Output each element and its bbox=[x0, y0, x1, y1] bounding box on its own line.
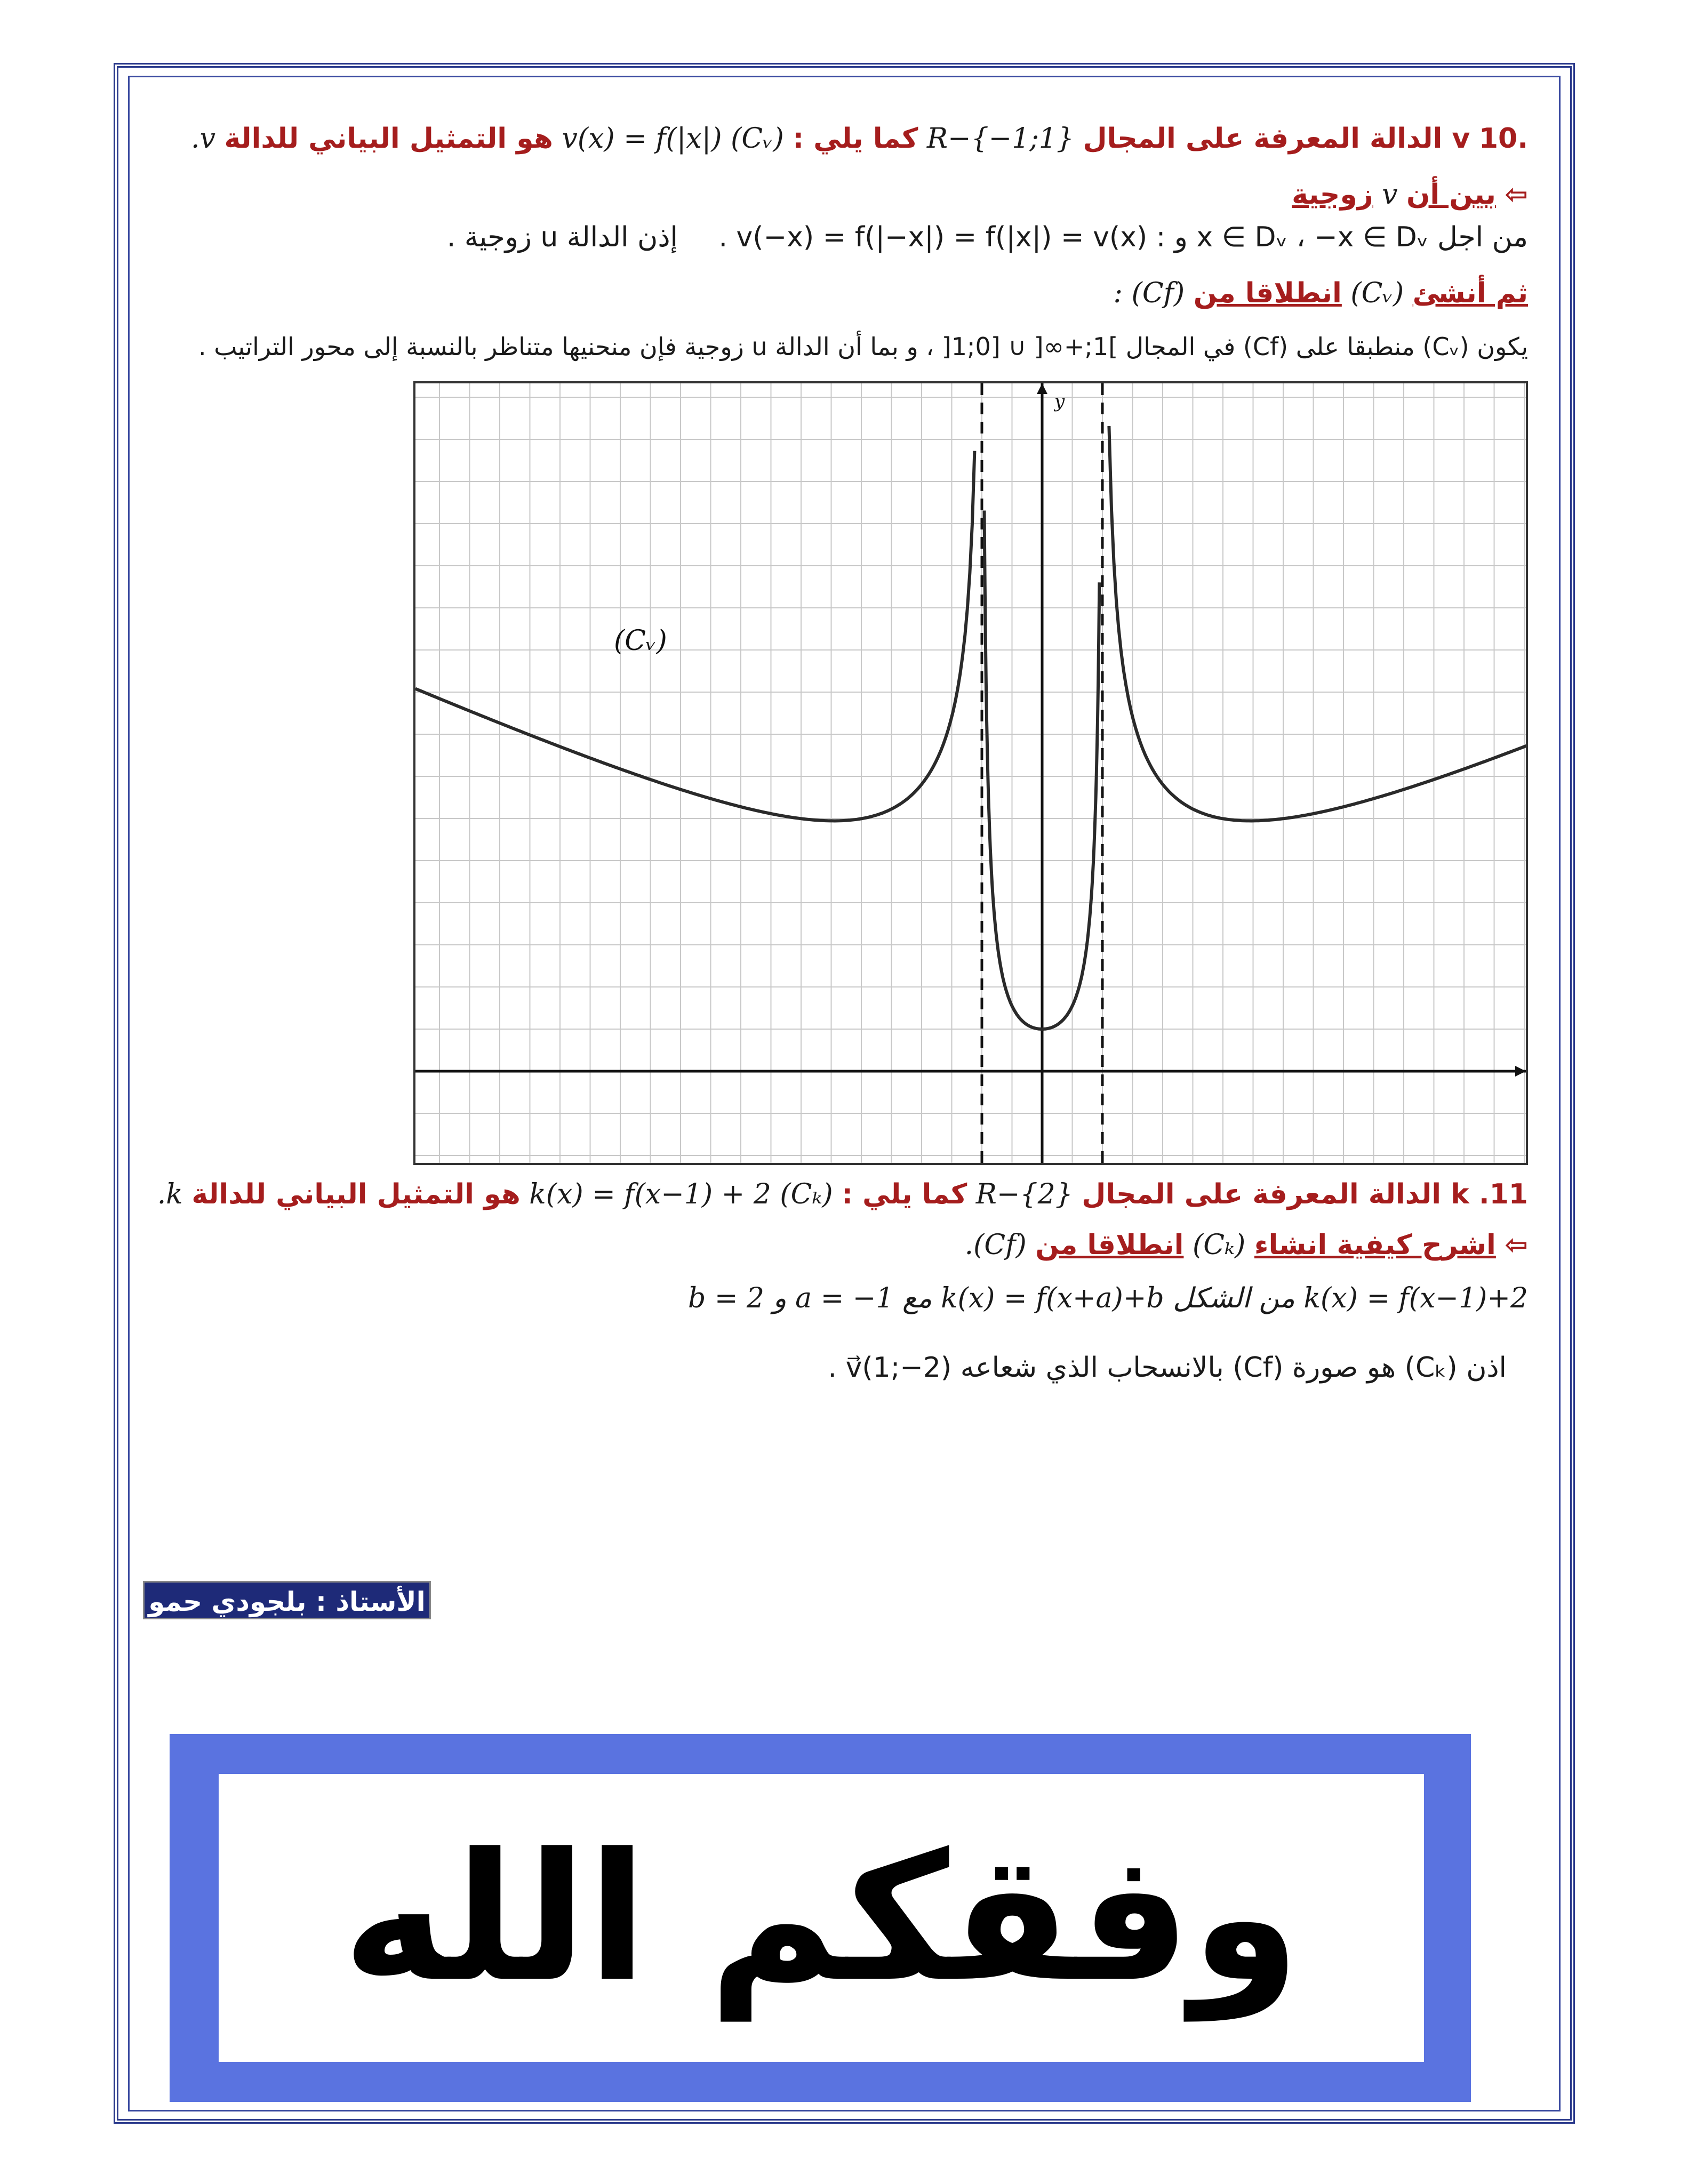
graph-asymptotes bbox=[980, 383, 1104, 1163]
problem-11-curve-name: (Cₖ) bbox=[780, 1178, 833, 1210]
problem-10-title: v الدالة المعرفة على المجال bbox=[1083, 123, 1470, 155]
answer-10b-text: يكون (Cᵥ) منطبقا على (Cf) في المجال ]1;+… bbox=[198, 332, 1528, 361]
problem-11-statement: 11. k الدالة المعرفة على المجال R−{2} كم… bbox=[157, 1176, 1528, 1213]
closing-banner-inner: وفقكم الله bbox=[219, 1774, 1424, 2062]
problem-10-rep-text: هو التمثيل البياني للدالة bbox=[224, 123, 553, 155]
graph-grid bbox=[415, 383, 1526, 1163]
task-10b: ثم أنشئ (Cᵥ) انطلاقا من (Cf) : bbox=[1113, 275, 1528, 312]
arrow-left-icon: ⇦ bbox=[1505, 1229, 1528, 1261]
graph-svg: y (Cᵥ) bbox=[415, 383, 1526, 1163]
problem-10-func-name: v. bbox=[191, 123, 215, 155]
task-11-ck: (Cₖ) bbox=[1192, 1229, 1246, 1261]
problem-11-definition: k(x) = f(x−1) + 2 bbox=[529, 1178, 771, 1210]
curve-label: (Cᵥ) bbox=[614, 625, 667, 657]
answer-10a-conclusion: إذن الدالة u زوجية . bbox=[446, 221, 678, 253]
curve-cv bbox=[415, 425, 1526, 1031]
answer-11b: اذن (Cₖ) هو صورة (Cf) بالانسحاب الذي شعا… bbox=[828, 1349, 1507, 1386]
author-label: الأستاذ : بلجودي حمو bbox=[143, 1581, 431, 1619]
task-11: ⇦ اشرح كيفية انشاء (Cₖ) انطلاقا من (Cf). bbox=[965, 1226, 1528, 1264]
problem-10-curve-name: (Cᵥ) bbox=[731, 123, 784, 155]
answer-11a: k(x) = f(x−1)+2 من الشكل k(x) = f(x+a)+b… bbox=[688, 1280, 1528, 1317]
task-10b-cv: (Cᵥ) bbox=[1350, 277, 1404, 309]
task-10a: ⇦ بين أن v زوجية bbox=[1292, 176, 1528, 213]
problem-11-func-name: k. bbox=[157, 1178, 183, 1210]
task-10a-var: v bbox=[1382, 179, 1398, 211]
answer-10b: يكون (Cᵥ) منطبقا على (Cf) في المجال ]1;+… bbox=[198, 328, 1528, 365]
page-frame-inner bbox=[128, 76, 1561, 2111]
answer-11b-text: اذن (Cₖ) هو صورة (Cf) بالانسحاب الذي شعا… bbox=[828, 1352, 1507, 1384]
problem-11-domain: R−{2} bbox=[975, 1178, 1073, 1210]
problem-10-def-label: كما يلي : bbox=[793, 123, 918, 155]
page-frame bbox=[114, 63, 1575, 2124]
task-10b-cf: (Cf) : bbox=[1113, 277, 1185, 309]
graph-axes bbox=[415, 383, 1526, 1163]
task-11-cf: (Cf). bbox=[964, 1229, 1027, 1261]
arrow-left-icon: ⇦ bbox=[1505, 179, 1528, 211]
task-10b-label: ثم أنشئ bbox=[1412, 277, 1528, 309]
problem-11-def-label: كما يلي : bbox=[842, 1178, 967, 1210]
problem-11-title: 11. k الدالة المعرفة على المجال bbox=[1082, 1178, 1528, 1210]
task-10b-from: انطلاقا من bbox=[1193, 277, 1342, 309]
answer-10a: من اجل x ∈ Dᵥ ، −x ∈ Dᵥ و : v(−x) = f(|−… bbox=[447, 219, 1528, 256]
closing-banner: وفقكم الله bbox=[170, 1734, 1471, 2102]
task-11-from: انطلاقا من bbox=[1035, 1229, 1184, 1261]
problem-10-statement: .10 v الدالة المعرفة على المجال R−{−1;1}… bbox=[191, 120, 1528, 157]
answer-11a-text: k(x) = f(x−1)+2 من الشكل k(x) = f(x+a)+b… bbox=[688, 1282, 1528, 1314]
x-axis-arrow-icon bbox=[1515, 1066, 1526, 1077]
task-10a-label: بين أن bbox=[1406, 179, 1496, 211]
answer-10a-text: من اجل x ∈ Dᵥ ، −x ∈ Dᵥ و : v(−x) = f(|−… bbox=[718, 221, 1528, 253]
y-axis-label: y bbox=[1053, 391, 1065, 412]
problem-10-number: .10 bbox=[1478, 123, 1528, 155]
task-10a-word: زوجية bbox=[1292, 179, 1373, 211]
problem-10-definition: v(x) = f(|x|) bbox=[562, 123, 722, 155]
y-axis-arrow-icon bbox=[1037, 383, 1047, 394]
closing-banner-text: وفقكم الله bbox=[342, 1816, 1301, 2020]
problem-11-rep-text: هو التمثيل البياني للدالة bbox=[191, 1178, 521, 1210]
graph-cv: y (Cᵥ) bbox=[413, 381, 1528, 1165]
task-11-label: اشرح كيفية انشاء bbox=[1254, 1229, 1496, 1261]
problem-10-domain: R−{−1;1} bbox=[926, 123, 1075, 155]
